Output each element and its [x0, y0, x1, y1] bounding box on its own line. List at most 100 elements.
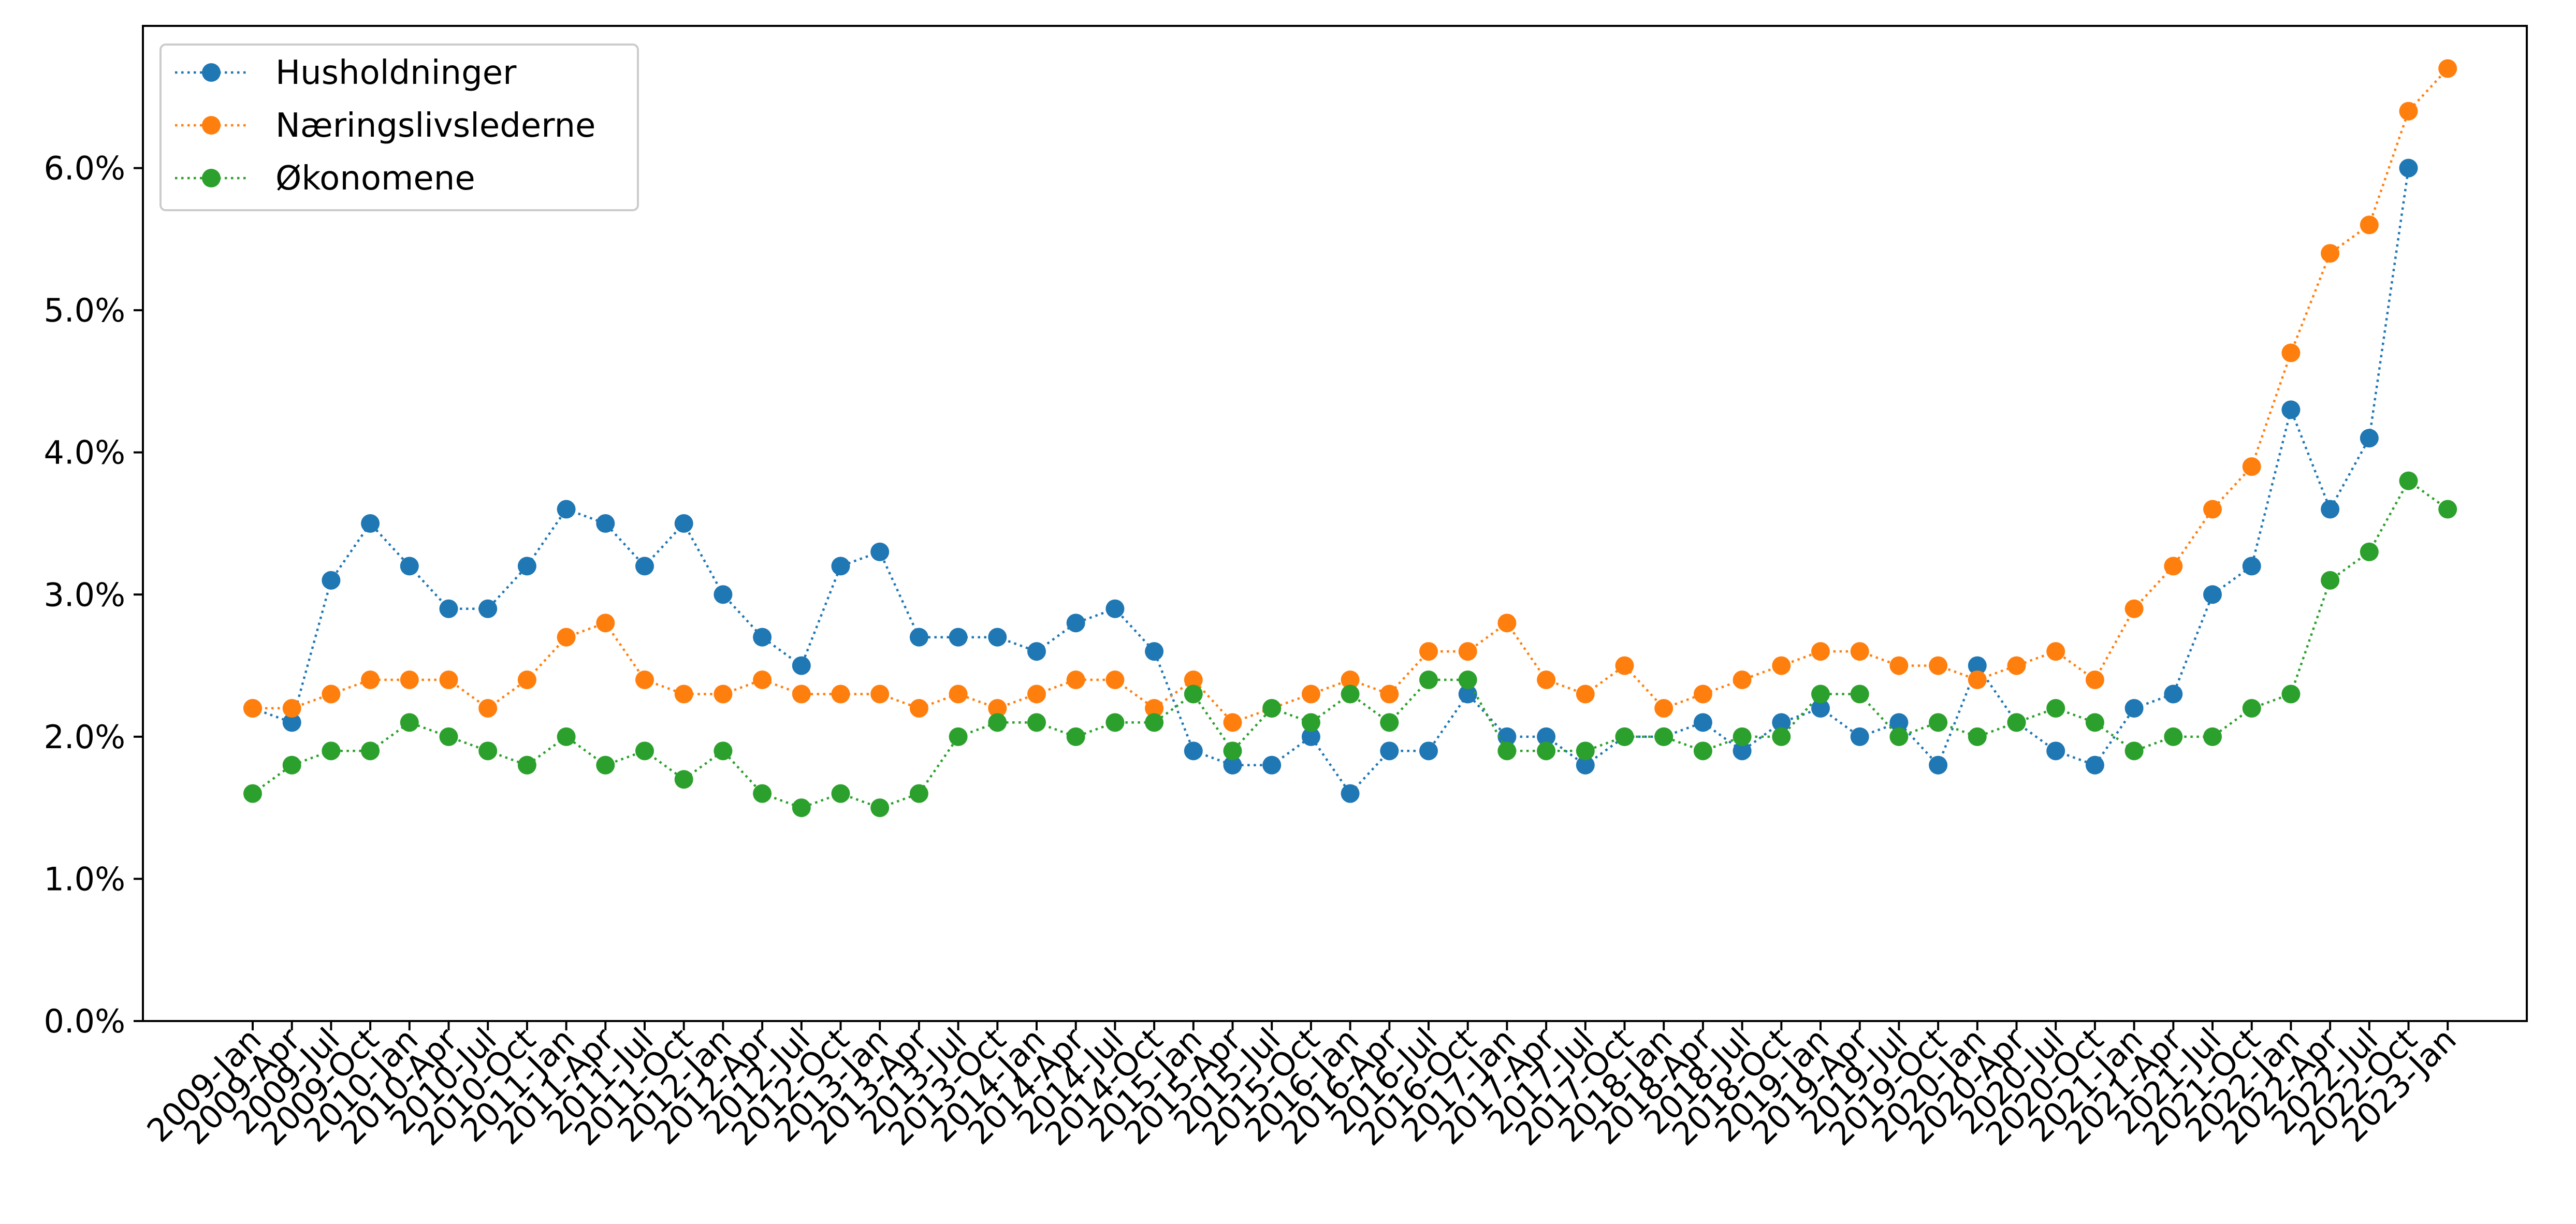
data-point: [949, 684, 968, 704]
data-point: [1850, 727, 1869, 746]
data-point: [557, 500, 576, 519]
data-point: [2085, 755, 2104, 775]
data-point: [1615, 727, 1634, 746]
data-point: [1968, 727, 1987, 746]
data-point: [1576, 741, 1595, 761]
data-point: [400, 671, 419, 690]
data-point: [1733, 727, 1752, 746]
data-point: [2438, 500, 2457, 519]
data-point: [1341, 784, 1360, 803]
data-point: [478, 698, 498, 718]
data-point: [1145, 713, 1164, 732]
data-point: [243, 698, 262, 718]
legend-item-2: Økonomene: [175, 159, 475, 198]
data-point: [1811, 684, 1830, 704]
data-point: [1341, 684, 1360, 704]
data-point: [282, 713, 301, 732]
data-point: [439, 727, 458, 746]
data-point: [1105, 599, 1125, 618]
data-point: [2321, 500, 2340, 519]
series-0: [243, 158, 2418, 803]
data-point: [596, 614, 615, 633]
data-point: [1576, 755, 1595, 775]
data-point: [361, 514, 380, 533]
data-point: [909, 698, 928, 718]
data-point: [1537, 727, 1556, 746]
data-point: [243, 784, 262, 803]
data-point: [1968, 671, 1987, 690]
data-point: [2360, 542, 2379, 561]
data-point: [2321, 244, 2340, 263]
data-point: [2124, 698, 2144, 718]
data-point: [2360, 429, 2379, 448]
y-tick-label: 3.0%: [43, 576, 125, 614]
data-point: [1419, 741, 1438, 761]
data-point: [2164, 727, 2183, 746]
data-point: [2281, 400, 2301, 419]
data-point: [478, 741, 498, 761]
data-point: [988, 628, 1007, 647]
data-point: [2046, 741, 2065, 761]
data-point: [1027, 642, 1046, 661]
data-point: [831, 557, 850, 576]
data-point: [1145, 642, 1164, 661]
legend-marker: [202, 169, 221, 187]
data-point: [1654, 698, 1673, 718]
data-point: [282, 755, 301, 775]
data-point: [909, 784, 928, 803]
data-point: [1027, 684, 1046, 704]
data-point: [2164, 557, 2183, 576]
data-point: [1889, 727, 1909, 746]
data-point: [870, 798, 890, 818]
data-point: [753, 784, 772, 803]
data-point: [322, 684, 341, 704]
data-point: [1693, 684, 1712, 704]
data-point: [596, 514, 615, 533]
data-point: [753, 628, 772, 647]
data-point: [1615, 656, 1634, 675]
data-point: [1262, 698, 1282, 718]
legend-item-1: Næringslivslederne: [175, 107, 595, 145]
data-point: [949, 727, 968, 746]
data-point: [714, 741, 733, 761]
data-point: [1929, 713, 1948, 732]
data-point: [635, 557, 654, 576]
data-point: [1733, 671, 1752, 690]
data-point: [949, 628, 968, 647]
data-point: [1458, 642, 1477, 661]
data-point: [674, 514, 693, 533]
data-point: [1693, 741, 1712, 761]
legend-marker: [202, 63, 221, 82]
data-point: [2399, 158, 2418, 178]
data-point: [1889, 656, 1909, 675]
data-point: [792, 684, 811, 704]
data-point: [400, 713, 419, 732]
data-point: [557, 727, 576, 746]
data-point: [792, 798, 811, 818]
data-point: [439, 599, 458, 618]
data-point: [1145, 698, 1164, 718]
legend-label: Næringslivslederne: [275, 107, 595, 145]
data-point: [1301, 727, 1320, 746]
data-point: [2007, 656, 2026, 675]
data-point: [1537, 671, 1556, 690]
legend: Husholdninger Næringslivslederne Økonomene: [159, 43, 639, 211]
data-point: [1772, 656, 1791, 675]
data-point: [909, 628, 928, 647]
data-point: [988, 698, 1007, 718]
data-point: [557, 628, 576, 647]
data-point: [1733, 741, 1752, 761]
data-point: [439, 671, 458, 690]
data-point: [1537, 741, 1556, 761]
data-point: [1850, 642, 1869, 661]
legend-label: Økonomene: [275, 159, 475, 198]
data-point: [635, 741, 654, 761]
data-point: [1654, 727, 1673, 746]
data-point: [2085, 671, 2104, 690]
data-point: [1419, 642, 1438, 661]
legend-item-0: Husholdninger: [175, 54, 517, 92]
data-point: [2124, 599, 2144, 618]
data-point: [1066, 671, 1085, 690]
data-point: [714, 684, 733, 704]
